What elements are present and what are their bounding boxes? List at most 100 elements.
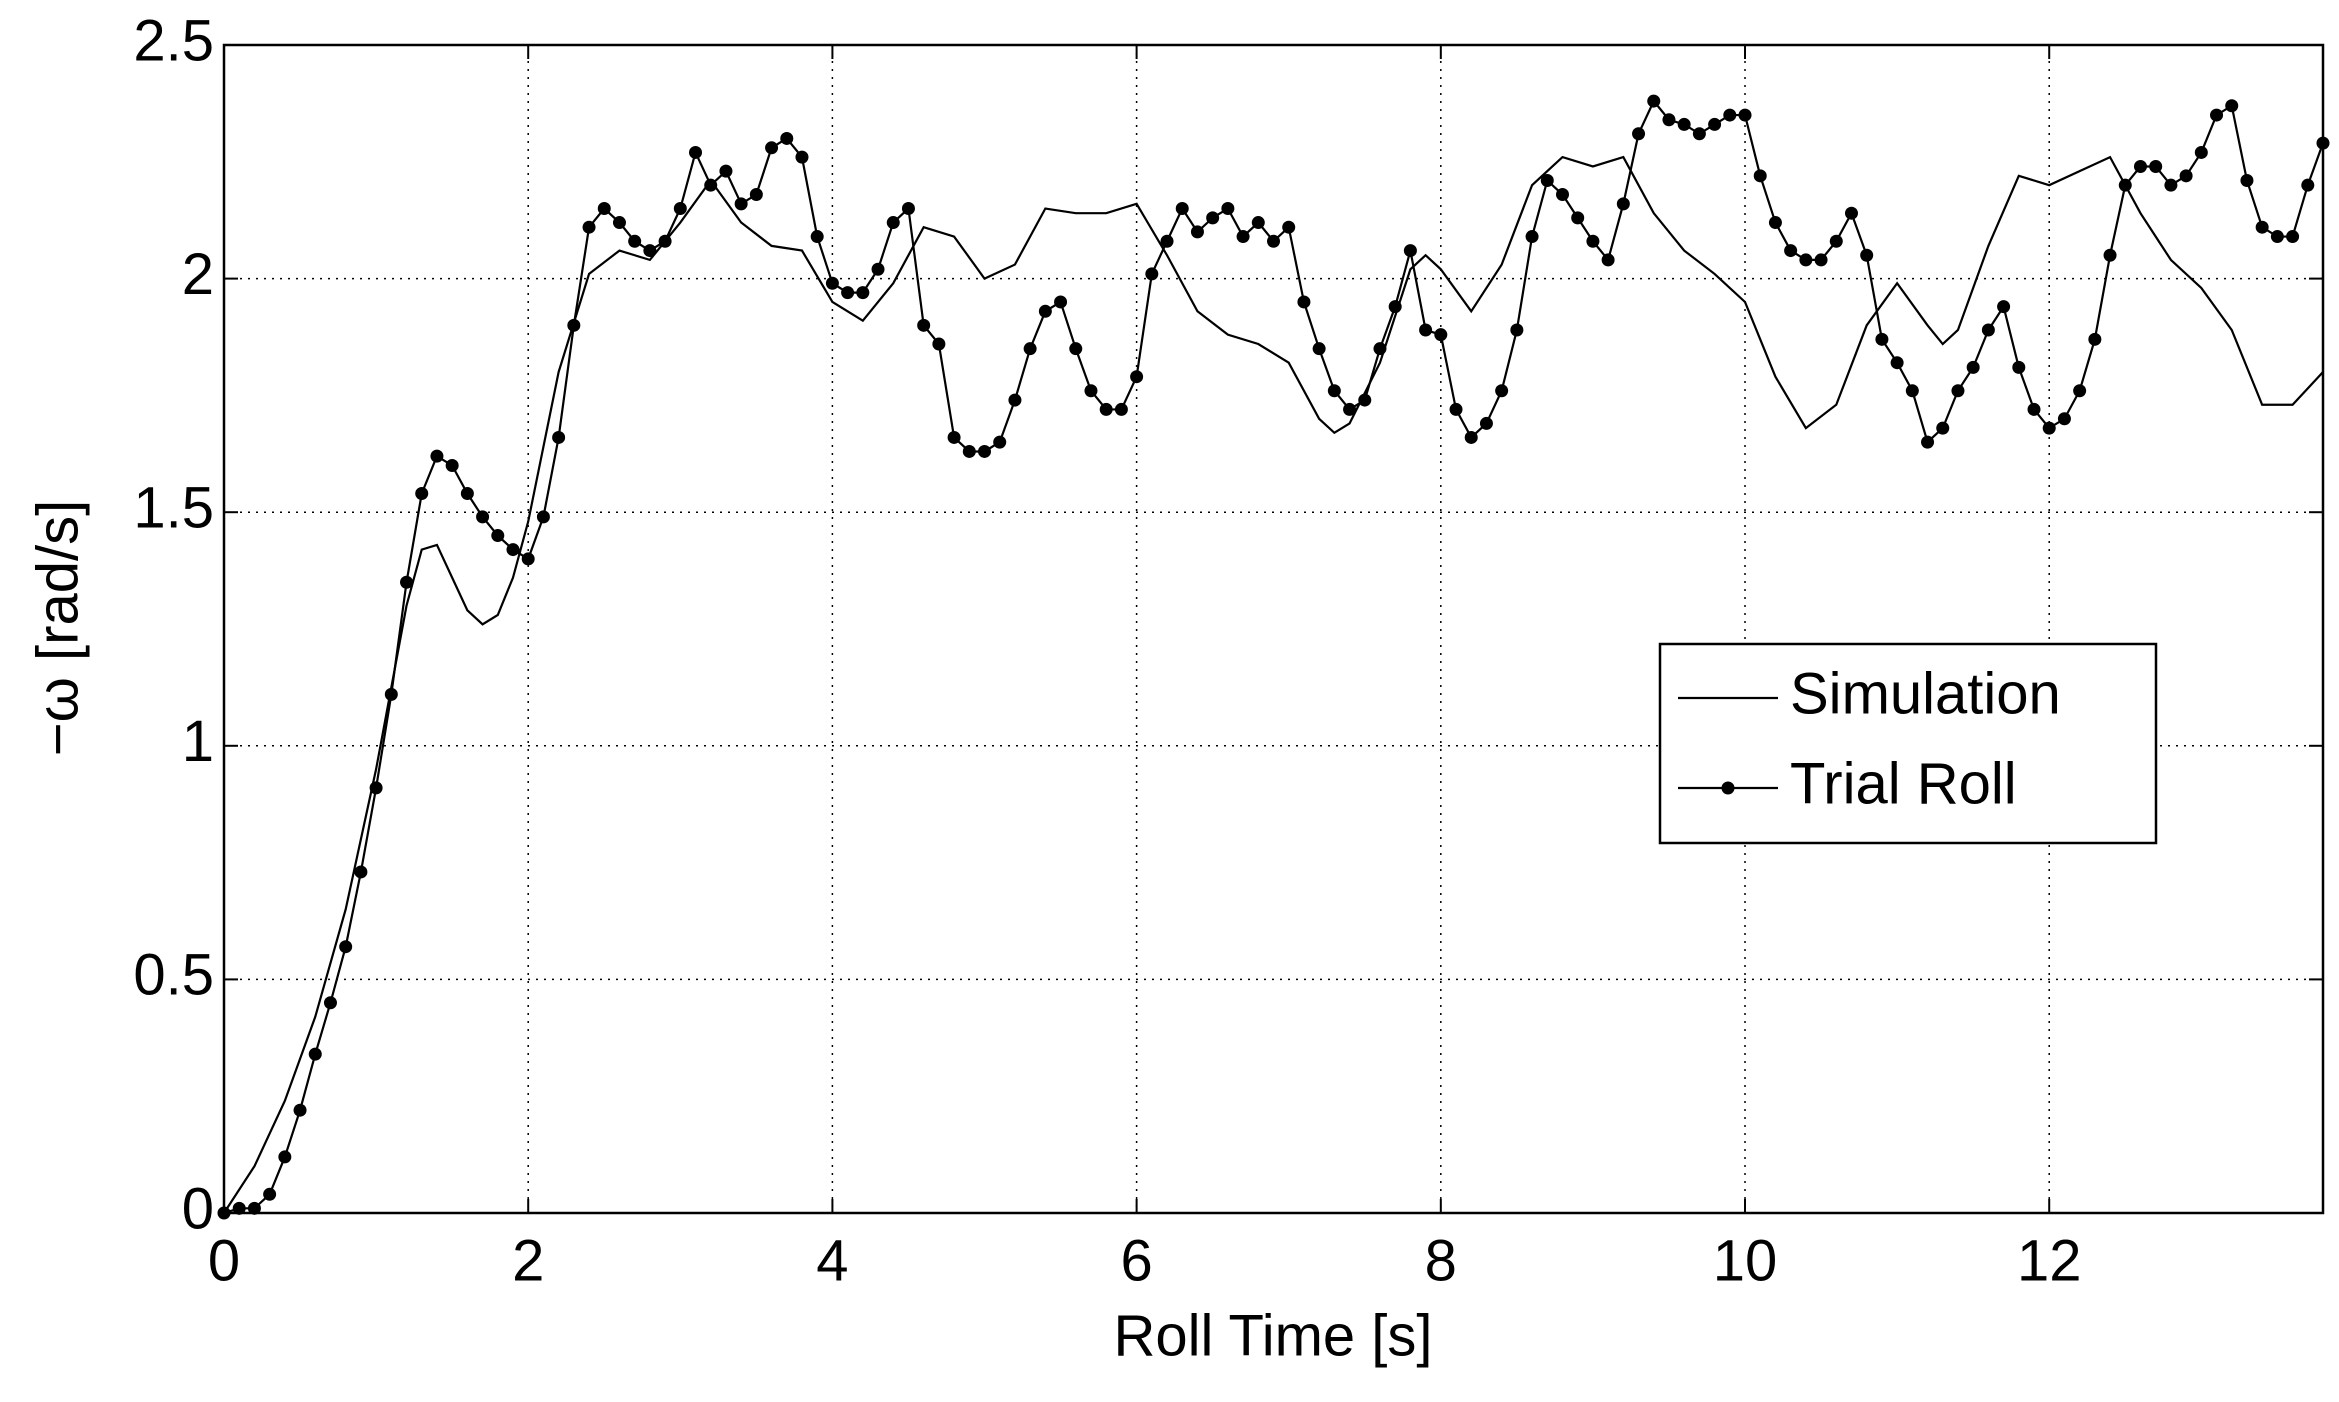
marker [2027, 402, 2041, 416]
marker [263, 1187, 277, 1201]
marker [993, 435, 1007, 449]
marker [1571, 211, 1585, 225]
marker [871, 262, 885, 276]
marker [1038, 304, 1052, 318]
marker [2133, 159, 2147, 173]
marker [1008, 393, 1022, 407]
marker [1890, 356, 1904, 370]
marker [354, 865, 368, 879]
marker [917, 318, 931, 332]
marker [795, 150, 809, 164]
marker [1814, 253, 1828, 267]
marker [1708, 117, 1722, 131]
marker [460, 487, 474, 501]
marker [2179, 169, 2193, 183]
marker [308, 1047, 322, 1061]
x-tick-label: 0 [208, 1228, 240, 1293]
marker [1555, 188, 1569, 202]
marker [749, 188, 763, 202]
marker [1312, 342, 1326, 356]
y-tick-label: 1.5 [133, 476, 214, 541]
marker [2103, 248, 2117, 262]
marker [1054, 295, 1068, 309]
y-tick-label: 2 [182, 242, 214, 307]
marker [400, 575, 414, 589]
marker [1738, 108, 1752, 122]
marker [2210, 108, 2224, 122]
marker [1632, 127, 1646, 141]
marker [734, 197, 748, 211]
marker [1951, 384, 1965, 398]
marker [2316, 136, 2330, 150]
marker [2118, 178, 2132, 192]
y-tick-label: 1 [182, 709, 214, 774]
marker [2301, 178, 2315, 192]
marker [1510, 323, 1524, 337]
x-tick-label: 12 [2017, 1228, 2082, 1293]
marker [1479, 416, 1493, 430]
marker [1875, 332, 1889, 346]
marker [293, 1103, 307, 1117]
marker [1844, 206, 1858, 220]
marker [765, 141, 779, 155]
marker [536, 510, 550, 524]
legend-label: Trial Roll [1790, 751, 2017, 816]
marker [1677, 117, 1691, 131]
marker [1403, 244, 1417, 258]
marker [278, 1150, 292, 1164]
marker [1114, 402, 1128, 416]
marker [673, 202, 687, 216]
marker [1981, 323, 1995, 337]
marker [2042, 421, 2056, 435]
x-tick-label: 6 [1120, 1228, 1152, 1293]
marker [323, 996, 337, 1010]
marker [1130, 370, 1144, 384]
legend-marker [1721, 781, 1735, 795]
marker [1799, 253, 1813, 267]
marker [1449, 402, 1463, 416]
marker [1921, 435, 1935, 449]
marker [810, 230, 824, 244]
marker [1860, 248, 1874, 262]
marker [232, 1201, 246, 1215]
marker [2073, 384, 2087, 398]
marker [825, 276, 839, 290]
marker [2088, 332, 2102, 346]
marker [1419, 323, 1433, 337]
y-axis-label: −ω [rad/s] [25, 500, 90, 756]
marker [962, 444, 976, 458]
marker [1434, 328, 1448, 342]
marker [1905, 384, 1919, 398]
marker [1084, 384, 1098, 398]
marker [841, 286, 855, 300]
marker [2012, 360, 2026, 374]
marker [1282, 220, 1296, 234]
x-tick-label: 10 [1713, 1228, 1778, 1293]
marker [2255, 220, 2269, 234]
marker [384, 687, 398, 701]
marker [1540, 173, 1554, 187]
x-axis-label: Roll Time [s] [1113, 1303, 1432, 1368]
marker [339, 940, 353, 954]
marker [1221, 202, 1235, 216]
marker [643, 244, 657, 258]
marker [1373, 342, 1387, 356]
marker [521, 552, 535, 566]
marker [1023, 342, 1037, 356]
marker [1495, 384, 1509, 398]
marker [1297, 295, 1311, 309]
marker [491, 529, 505, 543]
marker [856, 286, 870, 300]
marker [1069, 342, 1083, 356]
marker [1768, 216, 1782, 230]
marker [1723, 108, 1737, 122]
marker [1388, 300, 1402, 314]
x-tick-label: 8 [1425, 1228, 1457, 1293]
marker [1251, 216, 1265, 230]
marker [430, 449, 444, 463]
marker [719, 164, 733, 178]
marker [1692, 127, 1706, 141]
marker [597, 202, 611, 216]
